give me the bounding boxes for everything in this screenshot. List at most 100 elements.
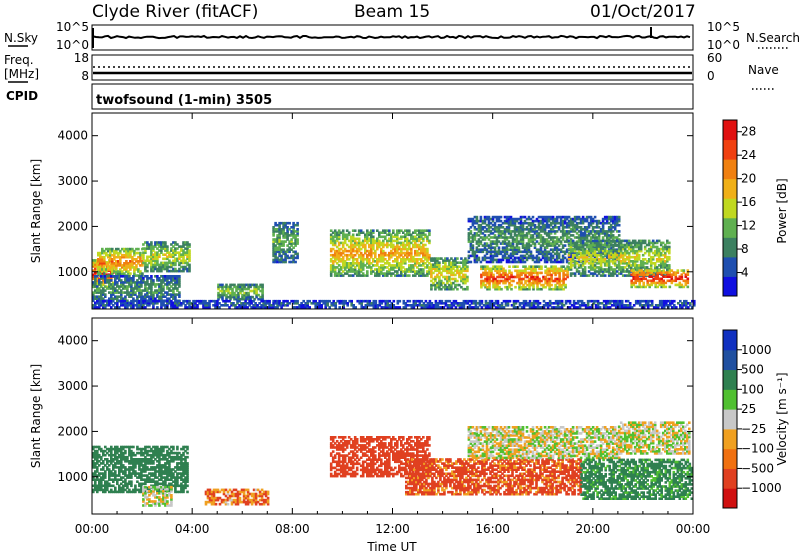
echo-cell <box>585 241 589 245</box>
echo-cell <box>444 277 447 281</box>
echo-cell <box>103 262 106 265</box>
echo-cell <box>160 299 163 303</box>
echo-cell <box>467 228 471 231</box>
echo-cell <box>650 269 653 272</box>
echo-cell <box>446 279 449 283</box>
echo-cell <box>561 236 565 239</box>
echo-cell <box>567 221 571 225</box>
echo-cell <box>519 238 523 241</box>
echo-cell <box>239 283 242 287</box>
echo-cell <box>484 277 487 281</box>
echo-cell <box>493 240 497 243</box>
echo-cell <box>353 237 357 241</box>
echo-cell <box>513 232 517 235</box>
echo-cell <box>248 304 251 307</box>
echo-cell <box>647 241 651 245</box>
echo-cell <box>180 304 183 307</box>
echo-cell <box>489 217 493 221</box>
echo-cell <box>489 244 493 247</box>
echo-cell <box>583 243 587 247</box>
echo-cell <box>497 232 501 235</box>
echo-cell <box>471 254 475 258</box>
echo-cell <box>553 260 557 264</box>
echo-cell <box>178 245 181 248</box>
echo-cell <box>573 230 577 233</box>
echo-cell <box>613 241 617 245</box>
echo-cell <box>414 253 417 257</box>
echo-cell <box>130 279 133 282</box>
echo-cell <box>565 240 569 243</box>
echo-cell <box>569 252 573 256</box>
echo-cell <box>146 295 149 298</box>
echo-cell <box>552 287 555 291</box>
echo-cell <box>517 228 521 231</box>
echo-cell <box>400 249 403 253</box>
echo-cell <box>481 244 485 247</box>
echo-cell <box>485 230 489 233</box>
echo-cell <box>180 261 183 265</box>
echo-cell <box>276 304 279 307</box>
echo-cell <box>329 249 333 253</box>
echo-cell <box>617 253 621 257</box>
echo-cell <box>274 254 277 258</box>
echo-cell <box>505 236 509 239</box>
echo-cell <box>353 239 357 243</box>
echo-cell <box>166 285 169 288</box>
echo-cell <box>107 262 110 265</box>
echo-cell <box>357 239 361 243</box>
echo-cell <box>115 264 118 267</box>
echo-cell <box>587 234 591 237</box>
echo-cell <box>561 230 565 233</box>
echo-cell <box>561 256 565 260</box>
echo-cell <box>617 262 621 265</box>
echo-cell <box>408 270 411 273</box>
echo-cell <box>467 238 471 241</box>
echo-cell <box>410 266 413 269</box>
echo-cell <box>142 261 145 265</box>
echo-cell <box>186 267 189 271</box>
echo-cell <box>296 221 299 225</box>
echo-cell <box>533 244 537 247</box>
echo-cell <box>483 221 487 225</box>
freq-label-2: [MHz] <box>4 67 39 81</box>
echo-cell <box>477 240 481 243</box>
echo-cell <box>347 231 351 234</box>
echo-cell <box>430 267 433 271</box>
echo-cell <box>400 274 403 277</box>
echo-cell <box>284 258 287 262</box>
echo-cell <box>102 302 105 305</box>
echo-cell <box>251 283 254 287</box>
echo-cell <box>483 244 487 247</box>
echo-cell <box>549 236 553 239</box>
echo-cell <box>141 264 144 267</box>
echo-cell <box>611 239 615 243</box>
echo-cell <box>583 217 587 221</box>
echo-cell <box>539 258 543 262</box>
echo-cell <box>329 241 333 245</box>
echo-cell <box>146 243 149 246</box>
echo-cell <box>152 281 155 284</box>
echo-cell <box>160 245 163 248</box>
echo-cell <box>216 302 219 305</box>
echo-cell <box>666 273 670 276</box>
echo-cell <box>351 237 355 241</box>
echo-cell <box>378 253 381 257</box>
echo-cell <box>446 271 449 275</box>
echo-cell <box>611 248 615 251</box>
echo-cell <box>516 273 519 277</box>
echo-cell <box>555 217 559 221</box>
echo-cell <box>509 215 513 219</box>
echo-cell <box>142 257 145 261</box>
echo-cell <box>304 304 307 307</box>
echo-cell <box>150 263 153 267</box>
echo-cell <box>637 247 641 251</box>
echo-cell <box>345 233 349 237</box>
echo-cell <box>361 264 365 267</box>
echo-cell <box>587 243 591 247</box>
echo-cell <box>284 254 287 258</box>
echo-cell <box>666 266 669 269</box>
echo-cell <box>192 304 195 307</box>
echo-cell <box>601 258 605 261</box>
echo-cell <box>296 223 299 227</box>
echo-cell <box>341 249 345 253</box>
